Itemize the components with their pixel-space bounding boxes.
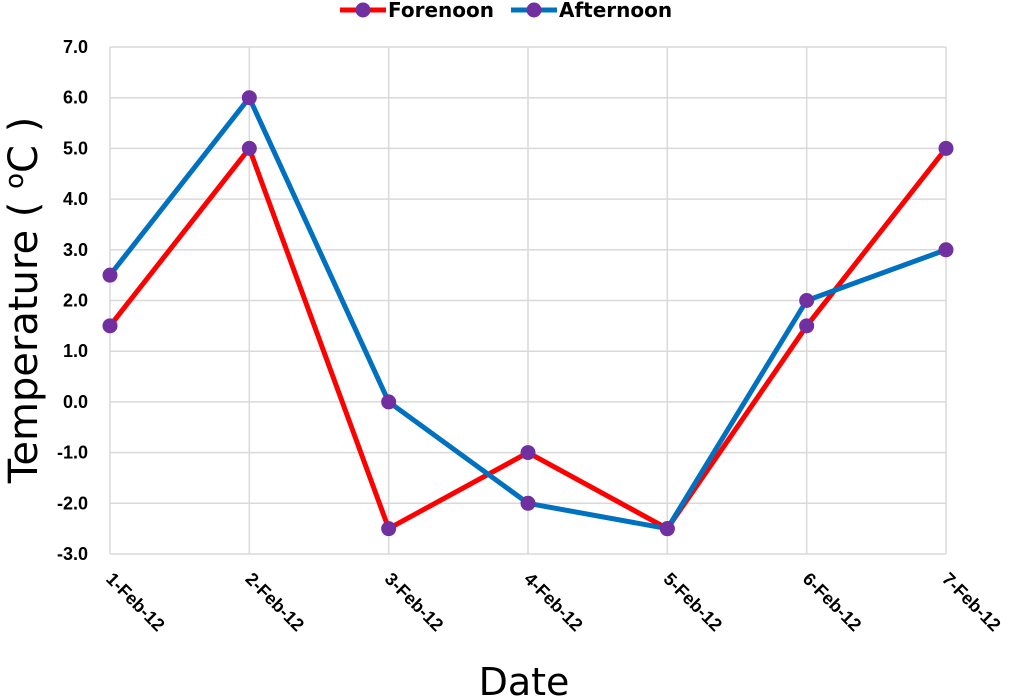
legend-item-afternoon: Afternoon: [511, 0, 672, 22]
y-tick-label: 7.0: [63, 37, 88, 57]
data-point-forenoon: [938, 140, 954, 156]
data-point-forenoon: [381, 521, 397, 537]
data-point-forenoon: [102, 318, 118, 334]
data-point-afternoon: [659, 521, 675, 537]
y-axis-title: Temperature ( oC ): [0, 117, 47, 485]
y-tick-label: 3.0: [63, 240, 88, 260]
legend: Forenoon Afternoon: [340, 0, 672, 22]
y-tick-label: 0.0: [63, 392, 88, 412]
data-point-afternoon: [241, 90, 257, 106]
y-tick-label: 5.0: [63, 138, 88, 158]
legend-label: Afternoon: [559, 0, 672, 22]
data-point-forenoon: [241, 140, 257, 156]
data-point-afternoon: [381, 394, 397, 410]
x-tick-label: 4-Feb-12: [520, 569, 586, 635]
y-tick-label: 1.0: [63, 341, 88, 361]
y-tick-label: -2.0: [57, 493, 88, 513]
gridlines: [109, 46, 947, 555]
x-tick-label: 7-Feb-12: [938, 569, 1004, 635]
data-point-afternoon: [799, 293, 815, 308]
x-tick-label: 3-Feb-12: [381, 569, 447, 635]
data-point-afternoon: [938, 242, 954, 258]
y-tick-labels: -3.0 -2.0 -1.0 0.0 1.0 2.0 3.0 4.0 5.0 6.0 7.0: [57, 37, 88, 564]
y-tick-label: -3.0: [57, 544, 88, 564]
legend-item-forenoon: Forenoon: [340, 0, 494, 22]
x-tick-label: 5-Feb-12: [660, 569, 726, 635]
series-markers: [102, 90, 954, 537]
legend-swatch-marker: [526, 2, 542, 18]
data-point-afternoon: [520, 495, 536, 511]
x-axis-title: Date: [479, 660, 570, 699]
x-tick-label: 1-Feb-12: [102, 569, 168, 635]
data-point-afternoon: [102, 267, 118, 283]
data-point-forenoon: [520, 445, 536, 461]
legend-swatch-marker: [355, 2, 371, 18]
y-tick-label: 4.0: [63, 189, 88, 209]
y-tick-label: 6.0: [63, 88, 88, 108]
data-point-forenoon: [799, 318, 815, 334]
y-tick-label: -1.0: [57, 443, 88, 463]
legend-label: Forenoon: [388, 0, 494, 22]
x-tick-label: 6-Feb-12: [799, 569, 865, 635]
x-tick-labels: 1-Feb-12 2-Feb-12 3-Feb-12 4-Feb-12 5-Feb-12…: [102, 569, 1004, 635]
y-tick-label: 2.0: [63, 291, 88, 311]
x-tick-label: 2-Feb-12: [242, 569, 308, 635]
